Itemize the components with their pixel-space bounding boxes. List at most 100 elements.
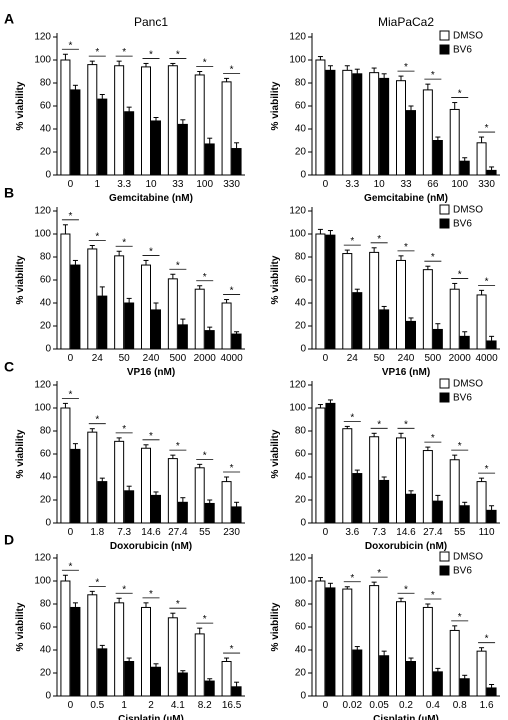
significance-star: * bbox=[404, 419, 408, 430]
bar-dmso bbox=[194, 467, 205, 524]
legend-label-dmso: DMSO bbox=[453, 205, 483, 216]
x-tick-label: 33 bbox=[400, 179, 412, 190]
legend: DMSO BV6 bbox=[439, 30, 483, 56]
y-axis-label: % viability bbox=[15, 602, 26, 651]
chart-title: Panc1 bbox=[134, 15, 168, 29]
chart-c-right: 0 20 40 60 80 100 120 % viability 0 * 3.6 * 7.3 * 14.6… bbox=[270, 378, 500, 552]
x-tick-label: 330 bbox=[478, 179, 495, 190]
bar-dmso bbox=[221, 302, 232, 350]
x-tick-label: 3.3 bbox=[117, 179, 131, 190]
legend-swatch-dmso bbox=[439, 30, 450, 41]
x-tick-label: 230 bbox=[223, 527, 240, 538]
y-tick-label: 100 bbox=[34, 576, 51, 587]
significance-star: * bbox=[68, 40, 72, 51]
significance-star: * bbox=[176, 441, 180, 452]
bar-bv6 bbox=[177, 324, 188, 350]
significance-star: * bbox=[485, 276, 489, 287]
y-tick-label: 0 bbox=[300, 170, 306, 181]
significance-star: * bbox=[230, 644, 234, 655]
significance-star: * bbox=[404, 242, 408, 253]
bar-dmso bbox=[396, 259, 406, 350]
significance-star: * bbox=[404, 584, 408, 595]
panel-letter-a: A bbox=[4, 10, 14, 26]
x-axis-label: VP16 (nM) bbox=[127, 367, 175, 378]
y-axis-label: % viability bbox=[15, 429, 26, 478]
legend-swatch-dmso bbox=[439, 551, 450, 562]
bar-dmso bbox=[87, 64, 98, 176]
bar-dmso bbox=[342, 69, 353, 176]
x-axis-label: Gemcitabine (nM) bbox=[364, 193, 448, 204]
y-tick-label: 40 bbox=[295, 472, 307, 483]
significance-star: * bbox=[431, 70, 435, 81]
significance-star: * bbox=[68, 561, 72, 572]
legend-swatch-dmso bbox=[439, 378, 450, 389]
bar-dmso bbox=[114, 65, 125, 176]
bar-bv6 bbox=[379, 655, 390, 697]
y-tick-label: 60 bbox=[40, 101, 52, 112]
bar-dmso bbox=[422, 450, 433, 524]
bar-dmso bbox=[369, 72, 380, 176]
bar-dmso bbox=[194, 74, 205, 176]
significance-star: * bbox=[95, 577, 99, 588]
bar-dmso bbox=[60, 233, 71, 350]
bar-bv6 bbox=[432, 500, 443, 524]
bar-dmso bbox=[422, 606, 433, 697]
bar-bv6 bbox=[231, 506, 242, 524]
bar-dmso bbox=[396, 437, 406, 524]
significance-star: * bbox=[95, 232, 99, 243]
significance-star: * bbox=[431, 590, 435, 601]
x-tick-label: 240 bbox=[398, 353, 415, 364]
bar-bv6 bbox=[204, 502, 215, 524]
bar-bv6 bbox=[70, 264, 81, 350]
x-tick-label: 1.6 bbox=[480, 700, 494, 711]
bar-dmso bbox=[114, 602, 125, 697]
significance-star: * bbox=[122, 47, 126, 58]
y-tick-label: 40 bbox=[295, 645, 307, 656]
x-tick-label: 27.4 bbox=[423, 527, 443, 538]
bar-dmso bbox=[369, 585, 380, 697]
y-tick-label: 20 bbox=[295, 495, 307, 506]
y-tick-label: 40 bbox=[295, 124, 307, 135]
bar-dmso bbox=[449, 288, 460, 350]
x-tick-label: 2000 bbox=[194, 353, 217, 364]
significance-star: * bbox=[485, 123, 489, 134]
significance-star: * bbox=[122, 424, 126, 435]
y-tick-label: 100 bbox=[289, 229, 306, 240]
x-tick-label: 500 bbox=[425, 353, 442, 364]
bar-dmso bbox=[476, 650, 487, 697]
bar-bv6 bbox=[70, 606, 81, 697]
y-axis-label: % viability bbox=[15, 81, 26, 130]
bar-dmso bbox=[167, 458, 178, 524]
bar-bv6 bbox=[379, 309, 390, 350]
y-tick-label: 40 bbox=[40, 472, 52, 483]
y-axis-label: % viability bbox=[270, 81, 281, 130]
x-tick-label: 0.5 bbox=[90, 700, 104, 711]
significance-star: * bbox=[149, 589, 153, 600]
y-tick-label: 0 bbox=[45, 691, 51, 702]
x-tick-label: 0.8 bbox=[453, 700, 467, 711]
bar-dmso bbox=[87, 248, 98, 350]
significance-star: * bbox=[203, 272, 207, 283]
y-tick-label: 60 bbox=[295, 622, 307, 633]
chart-b-left: 0 20 40 60 80 100 120 % viability * 0 * 24 * 50 * 240 * 5… bbox=[15, 206, 245, 378]
significance-star: * bbox=[203, 58, 207, 69]
x-tick-label: 100 bbox=[196, 179, 213, 190]
bar-bv6 bbox=[459, 335, 470, 350]
bar-dmso bbox=[449, 629, 460, 697]
x-tick-label: 2000 bbox=[449, 353, 472, 364]
bar-bv6 bbox=[406, 493, 416, 524]
significance-star: * bbox=[431, 433, 435, 444]
y-tick-label: 80 bbox=[40, 426, 52, 437]
bar-bv6 bbox=[151, 494, 161, 524]
y-tick-label: 80 bbox=[40, 599, 52, 610]
x-axis-label: Doxorubicin (nM) bbox=[365, 541, 447, 552]
y-tick-label: 120 bbox=[289, 553, 306, 564]
y-tick-label: 80 bbox=[295, 426, 307, 437]
significance-star: * bbox=[377, 419, 381, 430]
bar-bv6 bbox=[432, 140, 443, 176]
x-tick-label: 4000 bbox=[220, 353, 243, 364]
bar-bv6 bbox=[352, 292, 363, 350]
bar-bv6 bbox=[459, 678, 470, 697]
x-tick-label: 7.3 bbox=[117, 527, 131, 538]
bar-dmso bbox=[87, 594, 98, 697]
